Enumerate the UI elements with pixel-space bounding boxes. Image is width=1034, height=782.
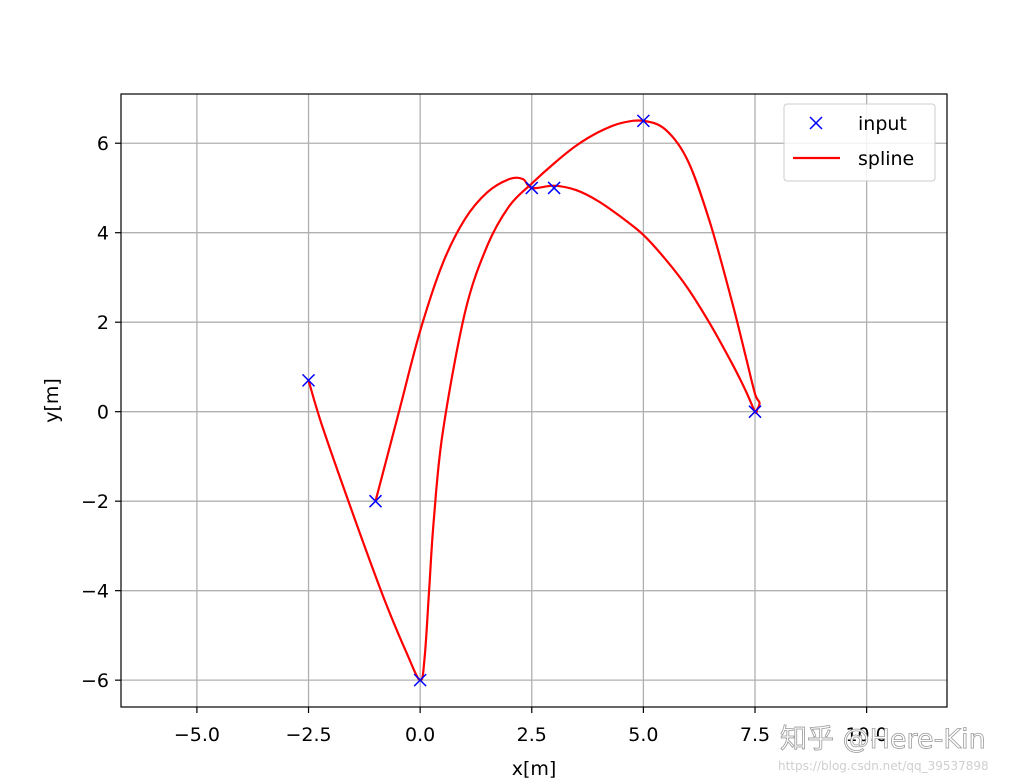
legend: input spline [783,103,936,182]
legend-input-label: input [858,113,907,135]
y-axis-label: y[m] [41,378,63,423]
legend-input-marker [809,116,823,130]
watermark: 知乎 @Here-Kin https://blog.csdn.net/qq_39… [778,724,989,773]
y-tick-label: −2 [81,491,109,513]
input-point-marker [636,114,650,128]
watermark-brand: 知乎 @Here-Kin [780,724,986,755]
input-point-marker [525,181,539,195]
x-axis-label: x[m] [512,758,557,780]
x-tick-label: 5.0 [628,724,658,746]
x-tick-label: 10.0 [845,724,887,746]
x-tick-label: 2.5 [517,724,547,746]
y-tick-label: −6 [81,670,109,692]
input-point-marker [547,181,561,195]
marker-layer [301,114,762,687]
tick-layer: −5.0 −2.5 0.0 2.5 5.0 7.5 10.0 −6 −4 −2 0 2 4 6 [81,133,888,746]
input-point-marker [413,673,427,687]
y-tick-label: 2 [97,312,109,334]
input-point-marker [368,494,383,508]
grid-lines [121,94,947,707]
watermark-url: https://blog.csdn.net/qq_39537898 [778,759,989,773]
y-tick-label: 6 [97,133,109,155]
y-tick-label: 4 [97,223,109,245]
legend-box [783,103,936,182]
input-point-marker [748,405,762,419]
x-tick-label: 0.0 [405,724,435,746]
x-tick-label: −2.5 [285,724,331,746]
y-tick-label: −4 [81,581,109,603]
plot-frame [120,93,948,708]
input-point-marker [301,373,316,387]
x-tick-label: −5.0 [174,724,220,746]
legend-spline-label: spline [858,148,914,170]
x-tick-label: 7.5 [740,724,770,746]
y-tick-label: 0 [97,402,109,424]
